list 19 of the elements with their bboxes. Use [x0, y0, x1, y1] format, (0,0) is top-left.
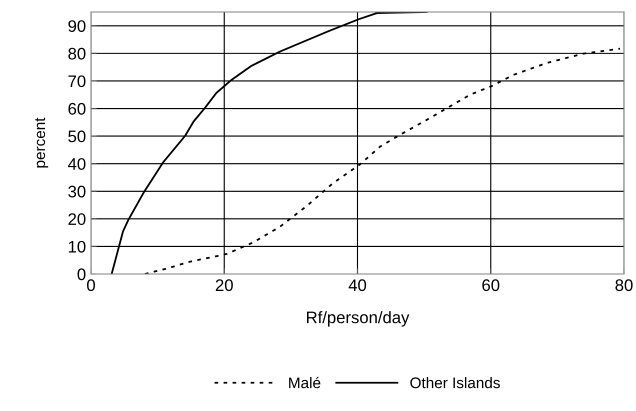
y-axis-title: percent [35, 118, 48, 168]
legend-label: Other Islands [410, 377, 500, 388]
legend-label: Malé [289, 376, 320, 388]
y-tick-label: 40 [68, 158, 86, 170]
y-tick-label: 90 [68, 20, 86, 32]
y-tick-label: 70 [68, 75, 86, 88]
x-tick-label: 20 [216, 279, 233, 292]
x-tick-label: 80 [615, 279, 633, 292]
x-tick-label: 60 [482, 279, 500, 292]
y-tick-label: 0 [78, 268, 86, 280]
y-tick-label: 30 [68, 186, 86, 198]
x-tick-label: 0 [87, 279, 95, 292]
y-tick-label: 20 [68, 213, 86, 226]
y-tick-label: 10 [68, 240, 86, 253]
y-tick-label: 50 [68, 130, 86, 142]
y-tick-label: 60 [68, 102, 86, 115]
x-tick-label: 40 [348, 279, 366, 292]
y-tick-label: 80 [68, 48, 86, 60]
x-axis-title: Rf/person/day [306, 311, 410, 327]
